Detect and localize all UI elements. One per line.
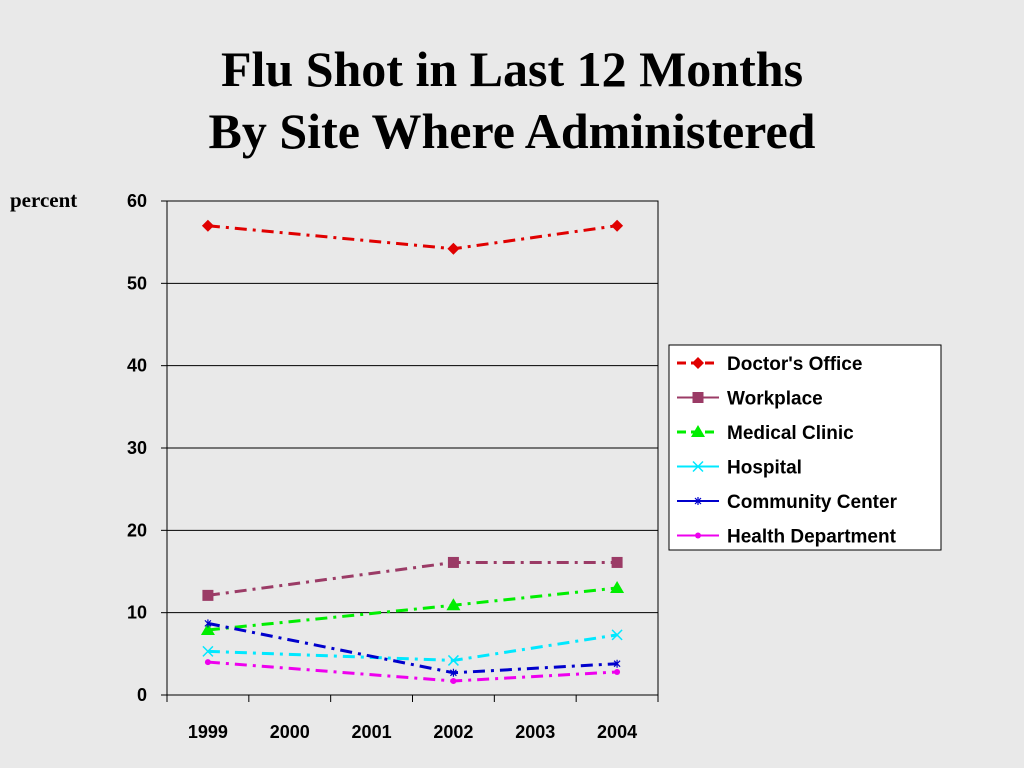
x-tick-label-2004: 2004: [597, 722, 637, 742]
y-tick-label-60: 60: [127, 191, 147, 211]
legend-marker-health-department: [695, 532, 701, 539]
point-medical-clinic-2002: [446, 598, 461, 611]
point-workplace-2002: [447, 556, 459, 568]
chart-title: Flu Shot in Last 12 Months By Site Where…: [0, 38, 1024, 162]
y-axis-label: percent: [10, 188, 78, 212]
y-tick-label-40: 40: [127, 356, 147, 376]
point-medical-clinic-1999: [200, 622, 215, 635]
y-tick-label-50: 50: [127, 273, 147, 293]
legend-label-workplace: Workplace: [727, 389, 823, 410]
legend-marker-doctor-s-office: [692, 357, 704, 369]
x-tick-label-2002: 2002: [433, 722, 473, 742]
point-doctor-s-office-1999: [201, 219, 214, 232]
point-medical-clinic-2004: [610, 580, 625, 593]
point-community-center-2002: [449, 668, 457, 677]
legend-marker-community-center: [694, 497, 702, 505]
y-tick-label-20: 20: [127, 520, 147, 540]
x-tick-label-2001: 2001: [352, 722, 392, 742]
point-health-department-2004: [614, 668, 621, 675]
point-community-center-1999: [204, 619, 212, 628]
point-hospital-2004: [611, 629, 623, 641]
point-workplace-2004: [611, 556, 623, 568]
point-health-department-2002: [450, 678, 457, 685]
legend-marker-medical-clinic: [691, 425, 705, 437]
legend-label-medical-clinic: Medical Clinic: [727, 423, 854, 444]
y-tick-label-10: 10: [127, 603, 147, 623]
point-hospital-2002: [447, 654, 459, 666]
x-tick-label-2000: 2000: [270, 722, 310, 742]
legend-label-hospital: Hospital: [727, 458, 802, 479]
point-hospital-1999: [202, 645, 214, 657]
chart-title-line-2: By Site Where Administered: [208, 103, 816, 159]
legend-box: [668, 344, 942, 551]
x-tick-label-2003: 2003: [515, 722, 555, 742]
y-tick-label-30: 30: [127, 438, 147, 458]
legend-marker-workplace: [692, 392, 704, 403]
point-community-center-2004: [613, 659, 621, 668]
x-tick-label-1999: 1999: [188, 722, 228, 742]
point-health-department-1999: [204, 659, 211, 666]
legend-label-doctor-s-office: Doctor's Office: [727, 354, 862, 375]
point-workplace-1999: [202, 589, 214, 601]
legend-marker-hospital: [692, 460, 704, 473]
point-doctor-s-office-2002: [447, 242, 460, 255]
legend-label-community-center: Community Center: [727, 492, 898, 513]
chart-title-line-1: Flu Shot in Last 12 Months: [220, 41, 804, 97]
y-tick-label-0: 0: [137, 685, 147, 705]
legend-label-health-department: Health Department: [727, 527, 897, 548]
point-doctor-s-office-2004: [611, 219, 624, 232]
